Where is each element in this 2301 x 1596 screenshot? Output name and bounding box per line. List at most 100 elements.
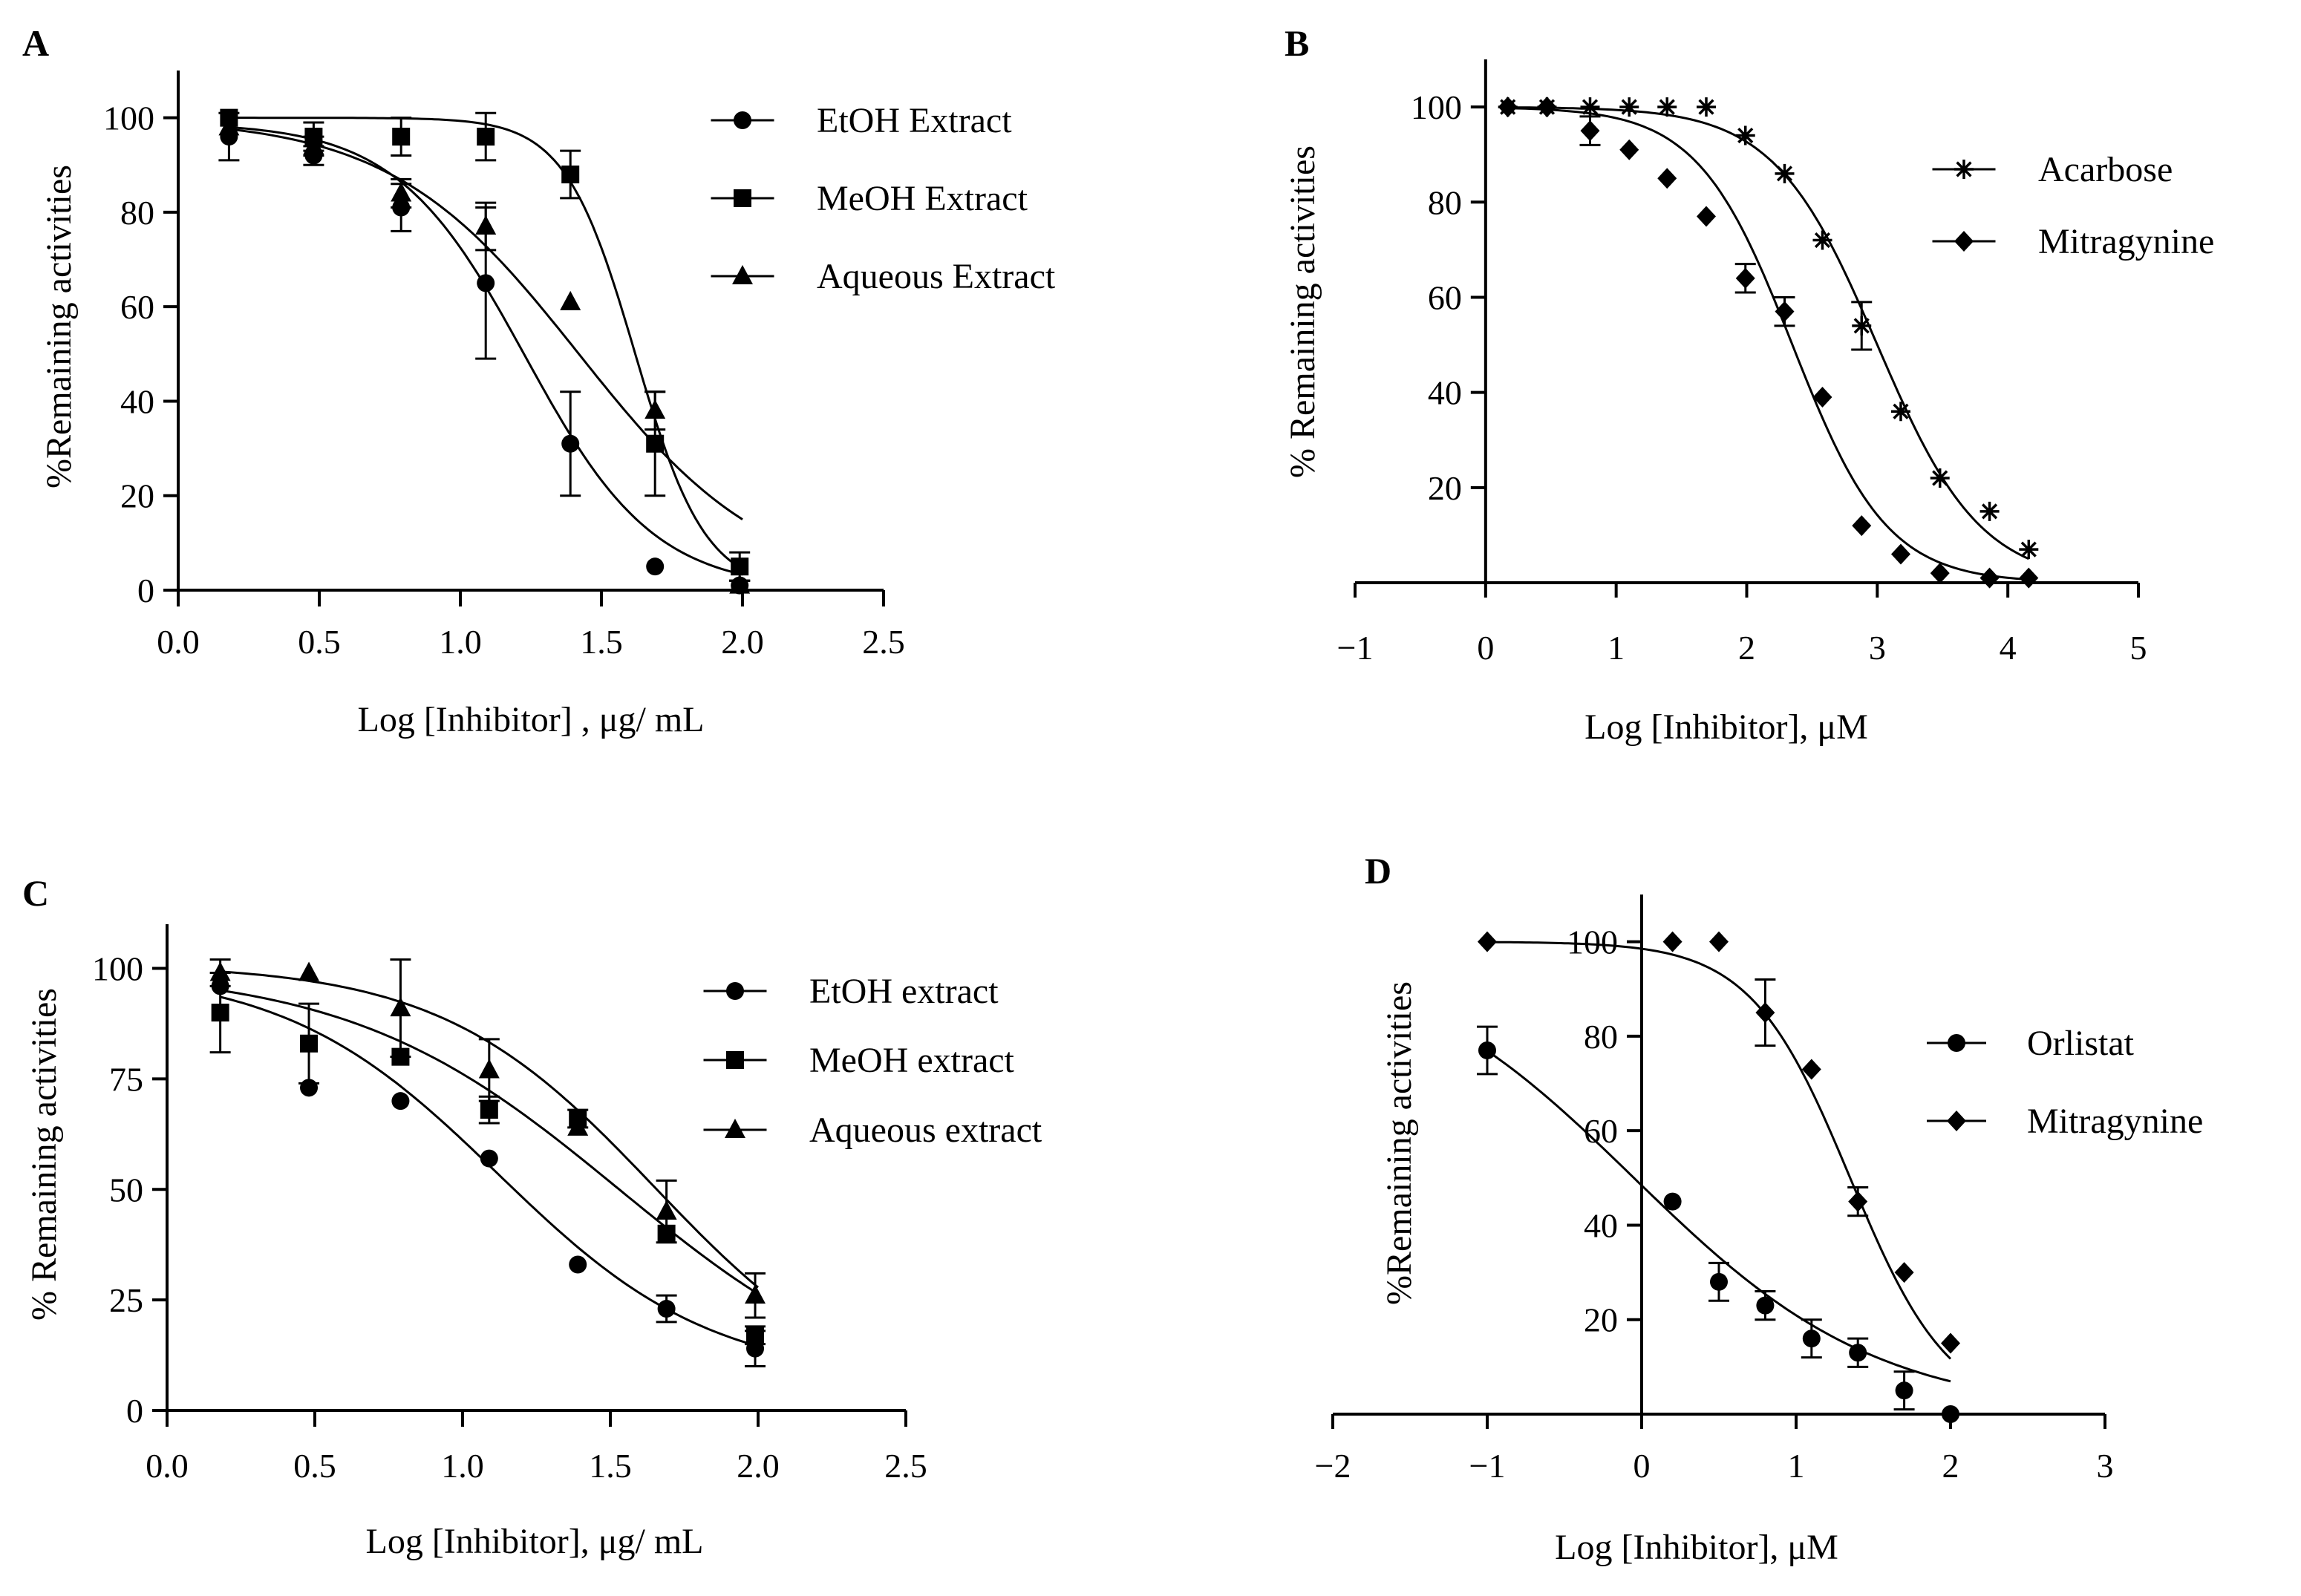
y-tick-label: 0: [137, 572, 154, 609]
data-point-mitragynine: [1852, 515, 1872, 537]
y-tick-label: 100: [1411, 88, 1462, 126]
legend-marker: [734, 111, 751, 129]
legend-marker: [1947, 1111, 1966, 1131]
data-point-mitragynine: [2019, 567, 2039, 589]
data-point-meoh-extract: [300, 1034, 319, 1053]
x-tick-label: 5: [2130, 629, 2147, 667]
data-point-mitragynine: [1580, 120, 1600, 142]
x-tick-label: 2.5: [862, 623, 905, 661]
data-point-acarbose: [1930, 468, 1950, 488]
panel-c: C 0.0 0.5 1.0 1.5 2.0 2.5 0 25 50 75 100 Log [Inhibi…: [22, 872, 1042, 1561]
fit-curve-mitragynine: [1487, 941, 1952, 1360]
data-point-aqueous-extract: [391, 182, 412, 202]
data-point-aqueous-extract: [745, 1284, 766, 1304]
data-point-mitragynine: [1979, 567, 2000, 589]
data-point-aqueous-extract: [298, 961, 320, 981]
y-tick-label: 20: [1584, 1301, 1618, 1339]
panel-label: D: [1365, 850, 1391, 892]
data-point-aqueous-extract: [478, 1059, 500, 1079]
series-etoh-extract: [218, 111, 751, 595]
series-acarbose: [1498, 97, 2039, 560]
legend-entry-orlistat: Orlistat: [1927, 1024, 2135, 1063]
data-point-mitragynine: [1812, 387, 1832, 408]
panel-label: A: [22, 22, 49, 64]
data-point-etoh-extract: [477, 274, 495, 292]
data-point-acarbose: [1696, 97, 1716, 117]
series-etoh-extract: [211, 977, 766, 1367]
legend-marker: [1954, 231, 1974, 252]
data-point-mitragynine: [1735, 267, 1755, 289]
data-point-acarbose: [1657, 97, 1677, 117]
legend-entry-aqueous-extract: Aqueous Extract: [711, 257, 1056, 296]
data-point-mitragynine: [1890, 543, 1910, 565]
data-point-acarbose: [1979, 501, 2000, 521]
y-tick-label: 100: [103, 99, 154, 137]
data-point-meoh-extract: [480, 1101, 498, 1119]
data-point-mitragynine: [1930, 563, 1950, 584]
y-tick-label: 60: [120, 288, 154, 326]
data-point-etoh-extract: [480, 1149, 498, 1168]
y-tick-label: 100: [1567, 923, 1618, 961]
data-point-acarbose: [1812, 230, 1832, 250]
panel-d: D −2 −1 0 1 2 3 20 40 60 80 100 Log [Inhibitor], μM%…: [1315, 850, 2204, 1567]
data-point-acarbose: [1852, 315, 1872, 336]
legend-entry-acarbose: Acarbose: [1932, 150, 2173, 189]
y-tick-label: 0: [126, 1392, 143, 1430]
data-point-mitragynine: [1619, 139, 1639, 160]
y-tick-label: 80: [120, 194, 154, 232]
data-point-aqueous-extract: [209, 961, 231, 981]
legend-label: EtOH extract: [809, 972, 999, 1011]
legend-label: Acarbose: [2038, 150, 2173, 189]
panel-a: A 0.0 0.5 1.0 1.5 2.0 2.5 0 20 40 60 80 100 Log [Inhi…: [22, 22, 1056, 739]
y-tick-label: 40: [1584, 1206, 1618, 1244]
data-point-etoh-extract: [391, 1092, 410, 1111]
x-tick-label: 0.0: [146, 1447, 189, 1485]
legend-marker: [1954, 160, 1974, 179]
data-point-acarbose: [1775, 163, 1795, 183]
fit-curve-acarbose: [1507, 106, 2029, 560]
panel-b: B −1 0 1 2 3 4 5 20 40 60 80 100 Log [Inhibitor], μM%…: [1283, 22, 2214, 747]
legend-label: Orlistat: [2027, 1024, 2135, 1063]
data-point-acarbose: [1619, 97, 1639, 117]
data-point-mitragynine: [1696, 206, 1716, 227]
x-tick-label: 2.0: [721, 623, 764, 661]
data-point-acarbose: [1580, 97, 1600, 117]
series-orlistat: [1477, 1025, 1959, 1423]
x-tick-label: 1: [1788, 1447, 1805, 1485]
y-tick-label: 20: [1428, 469, 1462, 507]
legend-label: MeOH extract: [809, 1041, 1015, 1080]
data-point-mitragynine: [1537, 97, 1557, 118]
data-point-orlistat: [1663, 1192, 1682, 1211]
series-mitragynine: [1478, 931, 1960, 1360]
x-tick-label: 1: [1608, 629, 1625, 667]
legend-label: EtOH Extract: [817, 101, 1012, 140]
data-point-etoh-extract: [657, 1300, 676, 1318]
y-axis-title: %Remaining activities: [1380, 981, 1419, 1305]
y-tick-label: 50: [109, 1171, 143, 1209]
y-tick-label: 25: [109, 1281, 143, 1319]
x-tick-label: 2: [1738, 629, 1755, 667]
data-point-aqueous-extract: [303, 134, 324, 154]
legend-label: MeOH Extract: [817, 179, 1028, 218]
data-point-acarbose: [2019, 540, 2039, 560]
data-point-aqueous-extract: [390, 997, 411, 1017]
panel-label: C: [22, 872, 49, 914]
legend-label: Aqueous Extract: [817, 257, 1056, 296]
data-point-etoh-extract: [646, 557, 665, 576]
x-tick-label: 3: [1869, 629, 1886, 667]
data-point-meoh-extract: [746, 1326, 765, 1344]
data-point-aqueous-extract: [656, 1200, 677, 1220]
data-point-mitragynine: [1941, 1332, 1960, 1354]
x-axis-title: Log [Inhibitor], μg/ mL: [366, 1522, 704, 1561]
legend-marker: [726, 982, 744, 1000]
y-tick-label: 20: [120, 477, 154, 515]
x-axis-title: Log [Inhibitor] , μg/ mL: [358, 700, 705, 739]
data-point-orlistat: [1942, 1405, 1959, 1423]
x-tick-label: 1.0: [439, 623, 482, 661]
legend-entry-meoh-extract: MeOH extract: [703, 1041, 1015, 1080]
legend-label: Aqueous extract: [809, 1111, 1042, 1150]
data-point-meoh-extract: [561, 166, 580, 183]
data-point-mitragynine: [1894, 1262, 1914, 1283]
data-point-orlistat: [1478, 1041, 1496, 1059]
panel-label: B: [1285, 22, 1309, 64]
